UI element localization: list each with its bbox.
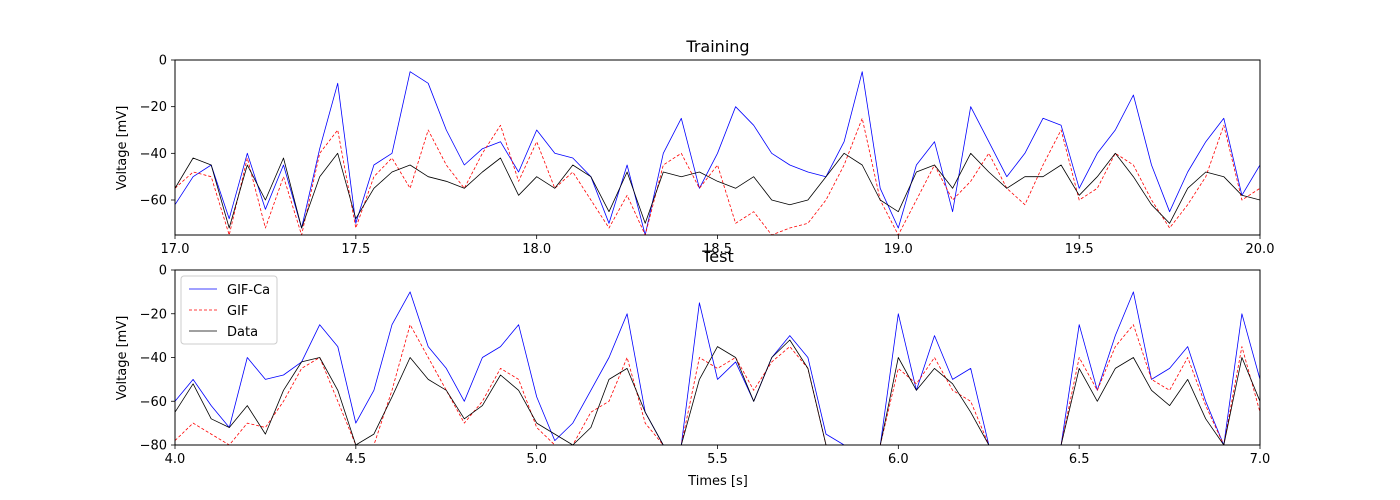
test-xtick-label: 5.5: [707, 452, 728, 467]
test-ytick-label: −80: [140, 439, 167, 454]
test-title: Test: [701, 247, 734, 266]
test-xtick-label: 6.5: [1069, 452, 1090, 467]
test-xtick-label: 4.0: [165, 452, 186, 467]
training-subplot: Training Voltage [mV] 17.0 17.5 18.0 18.5 19…: [115, 37, 1274, 257]
test-subplot: Test Voltage [mV] 4.0 4.5 5.0 5.5 6.0 6.5 7.0 −…: [115, 247, 1270, 467]
test-xtick-label: 4.5: [345, 452, 366, 467]
training-ytick-label: 0: [159, 54, 167, 69]
training-xtick-label: 20.0: [1246, 242, 1275, 257]
legend-label-gif: GIF: [227, 304, 248, 319]
training-xtick-label: 18.5: [703, 242, 732, 257]
training-ytick-label: −40: [140, 147, 167, 162]
test-series-gif: [175, 324, 1260, 445]
training-ylabel: Voltage [mV]: [115, 106, 130, 191]
training-series-gif: [175, 117, 1260, 235]
training-series-gif-ca: [175, 71, 1260, 235]
training-axes-frame: [174, 59, 1261, 236]
test-ylabel: Voltage [mV]: [115, 316, 130, 401]
legend-label-data: Data: [227, 325, 258, 340]
test-xtick-label: 5.0: [526, 452, 547, 467]
training-xtick-label: 17.0: [161, 242, 190, 257]
test-ytick-label: −20: [140, 307, 167, 322]
test-series-data: [175, 339, 1260, 445]
test-series: [175, 291, 1260, 445]
legend: GIF-Ca GIF Data: [180, 275, 278, 345]
training-ytick-label: −20: [140, 100, 167, 115]
test-xtick-label: 6.0: [888, 452, 909, 467]
test-series-gif-ca: [175, 291, 1260, 445]
figure-xlabel: Times [s]: [687, 474, 748, 489]
training-xtick-label: 17.5: [341, 242, 370, 257]
test-ticks: 4.0 4.5 5.0 5.5 6.0 6.5 7.0 −80 −60 −40 −20 0: [140, 264, 1271, 468]
test-ytick-label: 0: [159, 264, 167, 279]
training-series-data: [175, 152, 1260, 229]
test-axes-frame: [174, 269, 1261, 446]
training-ticks: 17.0 17.5 18.0 18.5 19.0 19.5 20.0 −60 −40 −20 0: [140, 54, 1275, 258]
legend-box: [180, 275, 278, 345]
training-xtick-label: 19.5: [1065, 242, 1094, 257]
training-xtick-label: 19.0: [884, 242, 913, 257]
test-ytick-label: −40: [140, 351, 167, 366]
training-series: [175, 71, 1260, 235]
training-ytick-label: −60: [140, 194, 167, 209]
legend-label-gif-ca: GIF-Ca: [227, 283, 270, 298]
test-xtick-label: 7.0: [1250, 452, 1271, 467]
training-title: Training: [685, 37, 749, 56]
test-ytick-label: −60: [140, 395, 167, 410]
training-xtick-label: 18.0: [522, 242, 551, 257]
